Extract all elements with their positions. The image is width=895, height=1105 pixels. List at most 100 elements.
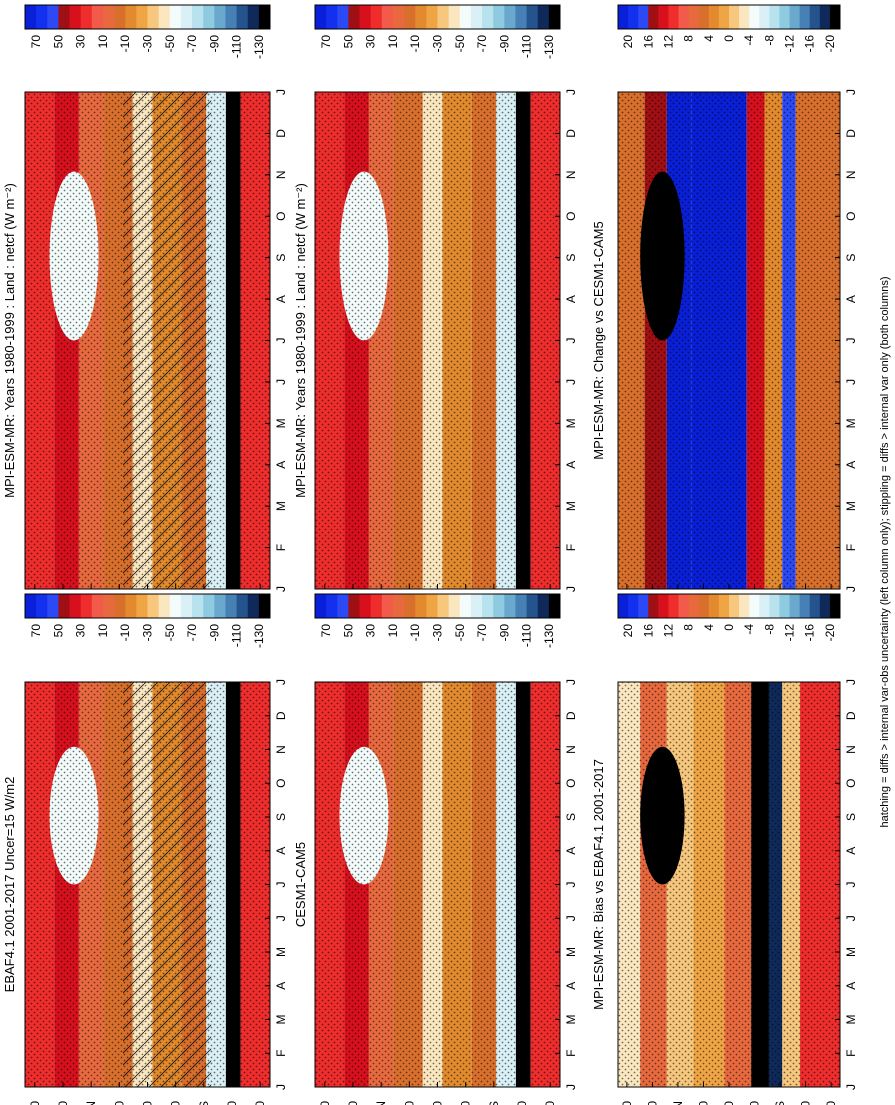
colorbar: 70 50 30 10 -10 -30 -50 -70 -90 -110 -130 <box>314 4 561 59</box>
panel-title: CESM1-CAM5 <box>293 842 308 927</box>
colorbar-label: 30 <box>364 624 378 638</box>
month-tick-label: A <box>564 461 578 469</box>
colorbar-label: -20 <box>823 624 837 642</box>
lat-tick-label: 60 <box>515 1101 529 1105</box>
month-tick-label: J <box>274 679 288 685</box>
colorbar-label: -50 <box>453 624 467 642</box>
colorbar-swatch <box>125 594 137 618</box>
colorbar-swatch <box>618 5 629 29</box>
lat-tick-label: 60 <box>346 1101 360 1105</box>
lat-tick-label: 60 <box>799 1101 813 1105</box>
colorbar-label: -16 <box>803 35 817 53</box>
colorbar-swatch <box>214 594 226 618</box>
month-tick-label: M <box>274 947 288 957</box>
colorbar-swatch <box>537 594 550 618</box>
lat-tick-label: °N <box>84 1101 98 1105</box>
colorbar-swatch <box>236 594 249 618</box>
panel-p3: EBAF4.1 2001-2017 Uncer=15 W/m2 80 60 °N 20 0… <box>2 593 288 1105</box>
colorbar-label: -16 <box>803 624 817 642</box>
colorbar-swatch <box>769 5 780 29</box>
colorbar-swatch <box>708 5 720 29</box>
lat-tick-label: °S <box>487 1101 501 1105</box>
colorbar-swatch <box>749 5 760 29</box>
colorbar-swatch <box>326 594 338 618</box>
colorbar-swatch <box>504 594 516 618</box>
colorbar-swatch <box>192 594 204 618</box>
colorbar-swatch <box>58 5 71 29</box>
panel-title: MPI-ESM-MR: Years 1980-1999 : Land : net… <box>293 183 308 498</box>
colorbar-frame <box>314 593 561 619</box>
panel-p4: CESM1-CAM5 80 60 °N 20 0 20 °S 60 80 J F M A M J J A S O N D J… <box>293 593 578 1105</box>
month-tick-label: F <box>274 1050 288 1057</box>
colorbar-swatch <box>258 594 271 618</box>
colorbar: 70 50 30 10 -10 -30 -50 -70 -90 -110 -130 <box>314 593 561 648</box>
month-tick-label: A <box>844 461 858 469</box>
month-tick-label: O <box>274 212 288 221</box>
colorbar-label: 30 <box>364 35 378 49</box>
colorbar-swatch <box>799 594 811 618</box>
month-tick-label: M <box>844 1015 858 1025</box>
month-tick-label: F <box>274 544 288 551</box>
month-tick-label: N <box>564 170 578 179</box>
colorbar-label: 16 <box>641 35 655 49</box>
colorbar-swatch <box>392 594 405 618</box>
colorbar-label: 8 <box>682 35 696 42</box>
lat-tick-label: 20 <box>402 1101 416 1105</box>
colorbar-label: -30 <box>431 624 445 642</box>
colorbar-swatch <box>526 594 539 618</box>
colorbar-label: -20 <box>823 35 837 53</box>
colorbar-swatch <box>437 594 450 618</box>
month-tick-label: M <box>844 418 858 428</box>
month-tick-label: O <box>564 779 578 788</box>
colorbar-swatch <box>125 5 137 29</box>
colorbar-swatch <box>47 594 59 618</box>
colorbar-swatch <box>493 5 505 29</box>
colorbar-label: -10 <box>118 624 132 642</box>
stippling-overlay <box>315 92 560 589</box>
colorbar-label: 70 <box>319 35 333 49</box>
colorbar-swatch <box>809 5 821 29</box>
colorbar-swatch <box>688 5 700 29</box>
lat-tick-label: °S <box>197 1101 211 1105</box>
colorbar-swatch <box>819 594 831 618</box>
hatching-overlay <box>123 682 212 1087</box>
colorbar: 70 50 30 10 -10 -30 -50 -70 -90 -110 -130 <box>24 593 271 648</box>
colorbar-swatch <box>459 5 472 29</box>
colorbar-swatch <box>470 5 483 29</box>
colorbar-swatch <box>526 5 539 29</box>
colorbar-swatch <box>809 594 821 618</box>
colorbar-swatch <box>548 594 561 618</box>
month-tick-label: J <box>844 679 858 685</box>
colorbar-swatch <box>348 5 361 29</box>
colorbar-label: 4 <box>702 35 716 42</box>
lat-tick-label: 80 <box>318 1101 332 1105</box>
colorbar-swatch <box>749 594 760 618</box>
colorbar-label: -110 <box>230 624 244 647</box>
colorbar-swatch <box>381 594 394 618</box>
colorbar-swatch <box>708 594 720 618</box>
colorbar-label: -130 <box>252 35 266 59</box>
month-tick-label: A <box>564 847 578 855</box>
colorbar-label: -8 <box>762 35 776 46</box>
colorbar-swatch <box>482 594 494 618</box>
colorbar-label: -4 <box>742 624 756 635</box>
colorbar-swatch <box>739 5 750 29</box>
colorbar-swatch <box>381 5 394 29</box>
colorbar-label: 20 <box>621 624 635 638</box>
colorbar-swatch <box>537 5 550 29</box>
month-tick-label: N <box>564 745 578 754</box>
colorbar-swatch <box>515 594 528 618</box>
month-tick-label: O <box>844 779 858 788</box>
colorbar-label: 50 <box>341 624 355 638</box>
colorbar-swatch <box>718 5 730 29</box>
lat-tick-label: 0 <box>722 1101 736 1105</box>
colorbar-swatch <box>258 5 271 29</box>
colorbar-swatch <box>448 5 461 29</box>
colorbar-label: -10 <box>408 624 422 642</box>
colorbar-swatch <box>404 594 416 618</box>
colorbar-swatch <box>91 5 104 29</box>
colorbar-label: 30 <box>74 35 88 49</box>
colorbar-swatch <box>225 5 238 29</box>
colorbar-swatch <box>648 5 659 29</box>
colorbar-label: -70 <box>185 35 199 53</box>
